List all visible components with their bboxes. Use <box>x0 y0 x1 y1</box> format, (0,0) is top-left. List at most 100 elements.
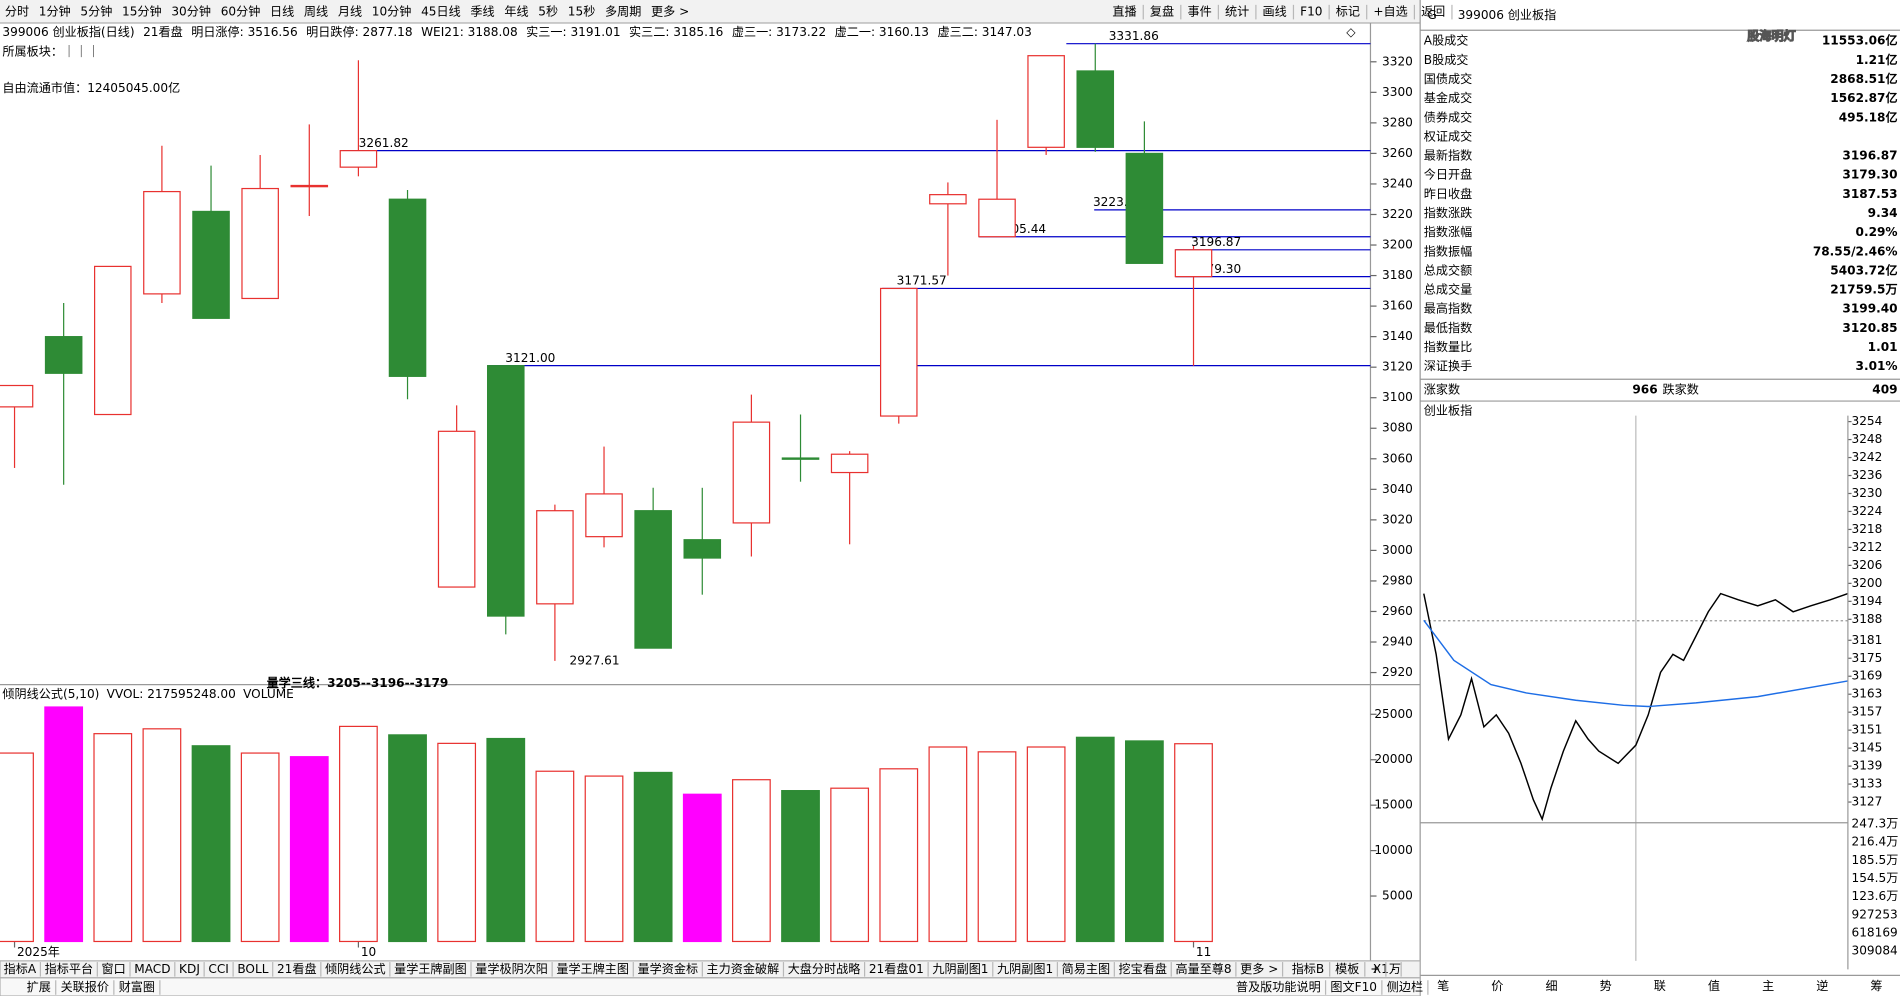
quote-label: 指数涨跌 <box>1424 205 1472 220</box>
indicator-tab[interactable]: 简易主图 <box>1062 962 1110 976</box>
candle-body <box>1076 70 1115 148</box>
candle-body <box>0 384 34 408</box>
indicator-tab[interactable]: KDJ <box>179 962 200 976</box>
indicator-tab[interactable]: 九阴副图1 <box>932 962 988 976</box>
intraday-tab[interactable]: 逆 <box>1816 978 1828 993</box>
indicator-tab[interactable]: 倾阴线公式 <box>325 962 386 976</box>
period-button[interactable]: 更多 > <box>651 5 689 19</box>
indicator-tab[interactable]: 21看盘01 <box>869 961 924 976</box>
intraday-tab[interactable]: 筹 <box>1870 979 1882 993</box>
intraday-tab[interactable]: 势 <box>1600 979 1612 993</box>
quote-value: 9.34 <box>1868 206 1898 220</box>
period-button[interactable]: 10分钟 <box>372 4 412 19</box>
intraday-tab[interactable]: 价 <box>1491 979 1503 993</box>
y-tick-label: 3100 <box>1382 390 1413 404</box>
indicator-tab[interactable]: 量学王牌副图 <box>394 961 467 976</box>
status-item[interactable]: 普及版功能说明 <box>1236 979 1321 994</box>
quote-label: 指数涨幅 <box>1424 224 1472 239</box>
y-tick-label: 3200 <box>1852 576 1883 590</box>
indicator-tab[interactable]: 高量至尊8 <box>1175 961 1231 976</box>
tool-button[interactable]: 画线 <box>1263 5 1287 19</box>
period-button[interactable]: 周线 <box>304 5 328 19</box>
tool-button[interactable]: 标记 <box>1336 5 1360 19</box>
indicator-tab[interactable]: 更多 > <box>1240 962 1278 976</box>
candle-body <box>437 430 476 588</box>
info-item: 虚三一: 3173.22 <box>732 25 826 39</box>
info-item: 399006 创业板指(日线) <box>2 24 134 39</box>
intraday-tab[interactable]: 联 <box>1654 979 1666 993</box>
quote-value: 3179.30 <box>1842 168 1897 182</box>
y-tick-label: 2980 <box>1382 573 1413 587</box>
quote-label: 深证换手 <box>1424 359 1472 373</box>
indicator-tab[interactable]: 量学资金标 <box>638 961 699 976</box>
volume-header: 倾阴线公式(5,10) <box>2 687 99 701</box>
status-item[interactable]: 关联报价 <box>61 979 109 994</box>
period-button[interactable]: 15秒 <box>568 5 596 19</box>
indicator-tab[interactable]: 模板 <box>1335 962 1359 976</box>
tool-button[interactable]: 事件 <box>1187 5 1211 19</box>
volume-bar <box>191 745 231 943</box>
indicator-tab[interactable]: 指标B <box>1292 961 1325 976</box>
quote-label: 债券成交 <box>1424 109 1472 124</box>
y-tick-label: 3151 <box>1852 723 1883 737</box>
y-tick-label: 3320 <box>1382 54 1413 68</box>
intraday-tab[interactable]: 值 <box>1708 978 1720 993</box>
indicator-tab[interactable]: 量学极阴次阳 <box>475 961 548 976</box>
period-button[interactable]: 季线 <box>470 5 494 19</box>
y-tick-label: 3236 <box>1852 468 1883 482</box>
y-tick-label: 3218 <box>1852 522 1883 536</box>
tool-button[interactable]: F10 <box>1300 5 1322 19</box>
period-button[interactable]: 年线 <box>504 5 528 19</box>
tool-button[interactable]: 返回 <box>1421 5 1445 19</box>
tool-button[interactable]: 直播 <box>1112 5 1136 19</box>
intraday-tab[interactable]: 细 <box>1545 979 1557 993</box>
indicator-tab[interactable]: 指标A <box>4 961 37 976</box>
candle-body <box>94 265 132 416</box>
intraday-tab[interactable]: 笔 <box>1437 978 1449 993</box>
indicator-tab[interactable]: - <box>1391 962 1395 976</box>
candle-body <box>683 539 722 559</box>
period-button[interactable]: 分时 <box>5 5 29 19</box>
period-button[interactable]: 多周期 <box>605 5 641 19</box>
indicator-tab[interactable]: 九阴副图1 <box>997 962 1053 976</box>
period-button[interactable]: 45日线 <box>421 5 461 19</box>
indicator-tab[interactable]: 指标平台 <box>45 961 93 976</box>
indicator-tab[interactable]: 大盘分时战略 <box>788 961 861 976</box>
indicator-tab[interactable]: BOLL <box>237 962 268 976</box>
period-button[interactable]: 1分钟 <box>39 4 71 19</box>
tool-button[interactable]: 复盘 <box>1150 4 1174 19</box>
indicator-tab[interactable]: 挖宝看盘 <box>1119 961 1167 976</box>
tool-button[interactable]: 统计 <box>1225 5 1249 19</box>
status-item[interactable]: 图文F10 <box>1330 979 1377 994</box>
indicator-tab[interactable]: MACD <box>134 962 170 976</box>
candle-body <box>290 184 329 188</box>
status-item[interactable]: 财富圈 <box>119 979 155 994</box>
status-item[interactable]: 侧边栏 <box>1387 979 1423 994</box>
period-button[interactable]: 60分钟 <box>221 4 261 19</box>
y-tick-label: 3280 <box>1382 115 1413 129</box>
period-button[interactable]: 5分钟 <box>80 4 112 19</box>
period-button[interactable]: 月线 <box>338 5 362 19</box>
quote-label: 权证成交 <box>1424 128 1472 143</box>
period-button[interactable]: 5秒 <box>538 5 558 19</box>
indicator-tab[interactable]: 窗口 <box>102 962 126 976</box>
indicator-tab[interactable]: CCI <box>208 962 228 976</box>
quote-label: 指数振幅 <box>1424 243 1472 258</box>
volume-bar <box>1124 740 1164 943</box>
quote-label: A股成交 <box>1424 33 1469 48</box>
candle-body <box>339 150 378 168</box>
indicator-tab[interactable]: 主力资金破解 <box>707 961 780 976</box>
y-tick-label: 3040 <box>1382 482 1413 496</box>
intraday-tab[interactable]: 主 <box>1762 979 1774 993</box>
indicator-tab[interactable]: 21看盘 <box>277 961 317 976</box>
candle-body <box>879 287 918 417</box>
indicator-tab[interactable]: 量学王牌主图 <box>556 961 629 976</box>
status-item[interactable]: 扩展 <box>27 980 51 994</box>
period-button[interactable]: 15分钟 <box>122 4 162 19</box>
period-button[interactable]: 30分钟 <box>171 4 211 19</box>
period-button[interactable]: 日线 <box>270 5 294 19</box>
candle-body <box>388 198 427 377</box>
indicator-tab[interactable]: + <box>1370 962 1380 976</box>
tool-button[interactable]: +自选 <box>1373 5 1407 19</box>
quote-value: 5403.72亿 <box>1830 262 1897 277</box>
